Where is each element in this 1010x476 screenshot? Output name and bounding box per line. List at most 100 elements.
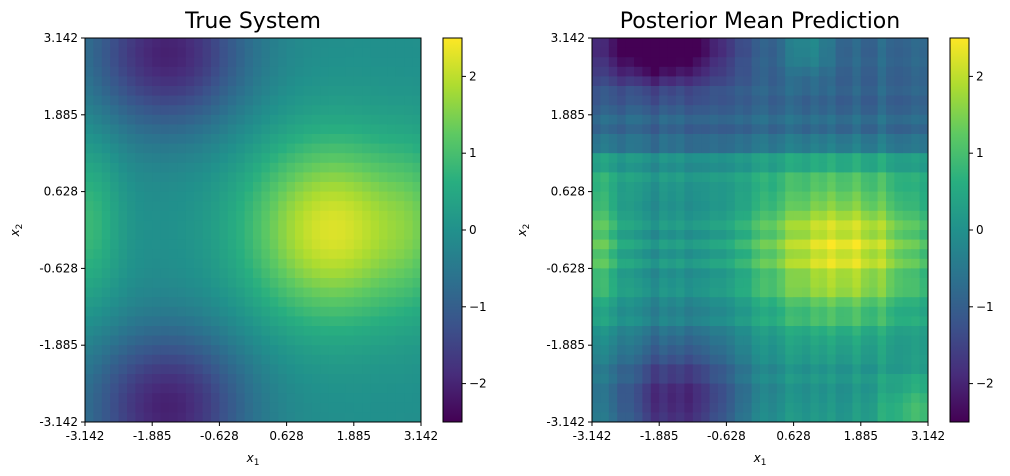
heatmap-cell: [337, 354, 346, 365]
heatmap-cell: [320, 86, 330, 97]
heatmap-cell: [810, 134, 820, 145]
heatmap-cell: [160, 47, 170, 58]
heatmap-cell: [776, 220, 786, 231]
heatmap-cell: [911, 374, 921, 385]
heatmap-cell: [118, 383, 128, 394]
heatmap-cell: [160, 105, 170, 116]
heatmap-cell: [650, 297, 660, 308]
heatmap-cell: [320, 278, 330, 289]
heatmap-cell: [412, 201, 422, 212]
heatmap-cell: [894, 210, 904, 221]
heatmap-cell: [600, 326, 610, 337]
heatmap-cell: [362, 47, 372, 58]
heatmap-cell: [202, 153, 212, 164]
heatmap-cell: [608, 95, 618, 106]
heatmap-cell: [286, 230, 296, 241]
heatmap-cell: [692, 38, 702, 49]
heatmap-cell: [185, 220, 195, 231]
heatmap-cell: [642, 402, 652, 413]
heatmap-cell: [617, 268, 627, 279]
heatmap-cell: [202, 86, 212, 97]
heatmap-cell: [261, 374, 271, 385]
heatmap-cell: [785, 412, 795, 423]
heatmap-cell: [169, 162, 178, 173]
heatmap-cell: [768, 105, 778, 116]
heatmap-cell: [676, 86, 685, 97]
heatmap-cell: [93, 326, 103, 337]
heatmap-cell: [810, 114, 820, 125]
heatmap-cell: [345, 220, 355, 231]
heatmap-cell: [886, 239, 895, 250]
heatmap-cell: [810, 297, 820, 308]
heatmap-cell: [650, 86, 660, 97]
heatmap-cell: [802, 66, 811, 77]
heatmap-cell: [625, 374, 635, 385]
heatmap-cell: [810, 66, 820, 77]
heatmap-cell: [286, 66, 296, 77]
heatmap-cell: [219, 335, 229, 346]
heatmap-cell: [127, 105, 136, 116]
heatmap-cell: [404, 345, 414, 356]
heatmap-cell: [919, 402, 929, 413]
heatmap-cell: [118, 57, 128, 68]
heatmap-cell: [919, 335, 929, 346]
heatmap-cell: [877, 364, 887, 375]
heatmap-cell: [650, 182, 660, 193]
heatmap-cell: [650, 345, 660, 356]
heatmap-cell: [886, 76, 895, 87]
heatmap-cell: [152, 278, 162, 289]
heatmap-cell: [194, 57, 204, 68]
heatmap-cell: [634, 393, 643, 404]
heatmap-cell: [85, 412, 94, 423]
heatmap-cell: [684, 153, 694, 164]
heatmap-cell: [227, 230, 237, 241]
heatmap-cell: [625, 335, 635, 346]
heatmap-cell: [169, 220, 178, 231]
heatmap-cell: [236, 76, 246, 87]
heatmap-cell: [600, 47, 610, 58]
heatmap-cell: [269, 95, 279, 106]
heatmap-cell: [379, 38, 388, 49]
heatmap-cell: [227, 143, 237, 154]
heatmap-cell: [127, 374, 136, 385]
heatmap-cell: [617, 114, 627, 125]
heatmap-cell: [202, 345, 212, 356]
heatmap-cell: [634, 76, 643, 87]
heatmap-cell: [211, 297, 220, 308]
heatmap-cell: [412, 162, 422, 173]
heatmap-cell: [684, 297, 694, 308]
heatmap-cell: [802, 402, 811, 413]
heatmap-cell: [127, 316, 136, 327]
heatmap-cell: [177, 402, 187, 413]
heatmap-cell: [600, 172, 610, 183]
heatmap-cell: [194, 172, 204, 183]
heatmap-cell: [793, 287, 803, 298]
heatmap-cell: [244, 306, 254, 317]
heatmap-cell: [911, 86, 921, 97]
heatmap-cell: [802, 364, 811, 375]
heatmap-cell: [253, 57, 262, 68]
heatmap-cell: [617, 220, 627, 231]
heatmap-cell: [776, 76, 786, 87]
heatmap-cell: [802, 239, 811, 250]
heatmap-cell: [202, 402, 212, 413]
heatmap-cell: [869, 354, 879, 365]
heatmap-cell: [387, 316, 397, 327]
heatmap-cell: [718, 95, 727, 106]
heatmap-cell: [701, 134, 711, 145]
heatmap-cell: [617, 210, 627, 221]
heatmap-cell: [760, 258, 769, 269]
heatmap-cell: [253, 134, 262, 145]
heatmap-cell: [676, 326, 685, 337]
heatmap-cell: [608, 278, 618, 289]
heatmap-cell: [395, 326, 405, 337]
heatmap-cell: [886, 191, 895, 202]
heatmap-cell: [269, 316, 279, 327]
heatmap-cell: [160, 201, 170, 212]
heatmap-cell: [718, 182, 727, 193]
heatmap-cell: [642, 182, 652, 193]
heatmap-cell: [85, 268, 94, 279]
heatmap-cell: [911, 230, 921, 241]
heatmap-cell: [177, 57, 187, 68]
heatmap-cell: [734, 124, 744, 135]
